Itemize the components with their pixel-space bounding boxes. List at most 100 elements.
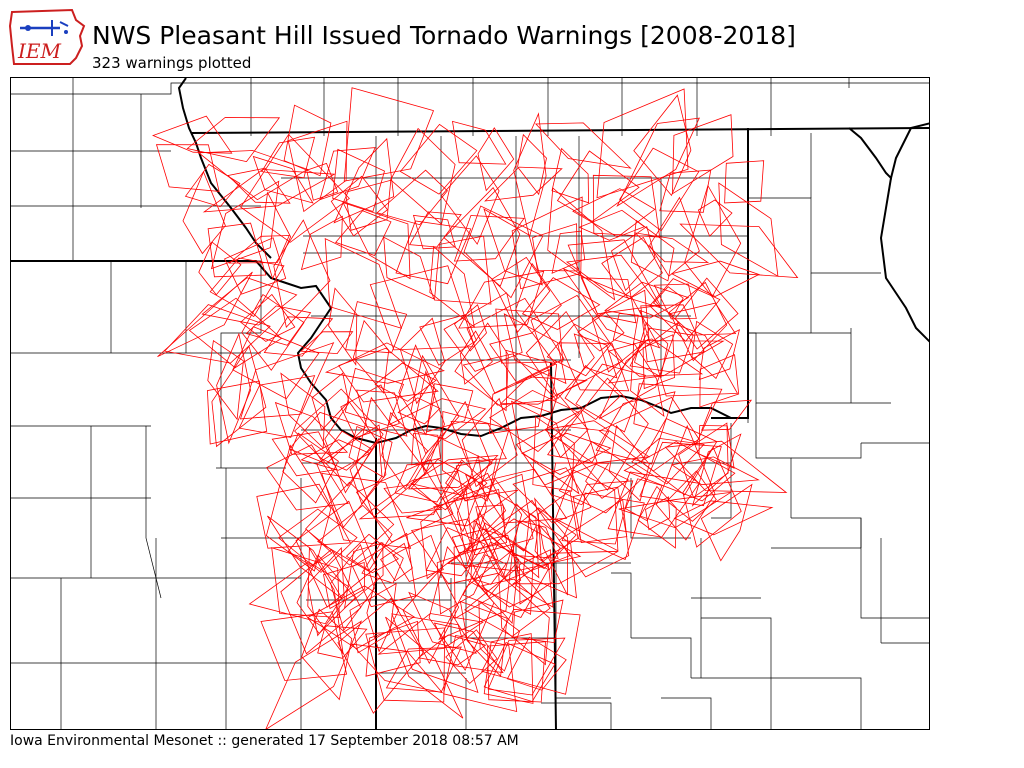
warning-polygon: [383, 484, 443, 514]
warning-polygon: [546, 323, 612, 377]
warning-polygon: [202, 168, 336, 213]
warning-polygon: [224, 237, 287, 295]
warning-polygon: [417, 634, 487, 666]
warning-polygon: [483, 641, 556, 702]
iem-logo: IEM: [8, 6, 88, 68]
warning-polygon: [440, 155, 500, 245]
warning-polygon: [319, 147, 376, 201]
warning-polygon: [366, 572, 400, 653]
warning-polygon: [674, 277, 739, 350]
warning-polygon: [459, 600, 508, 678]
warning-polygon: [612, 313, 639, 346]
warning-polygon: [516, 410, 598, 486]
warning-polygon: [232, 326, 320, 400]
warning-polygon: [562, 267, 661, 349]
warning-polygon: [616, 117, 700, 207]
warning-polygon: [408, 591, 477, 654]
warning-polygon: [343, 87, 435, 182]
footer-credit: Iowa Environmental Mesonet :: generated …: [10, 733, 519, 749]
warning-polygon: [188, 297, 283, 369]
warning-polygon: [365, 627, 446, 703]
warning-polygon: [653, 283, 697, 320]
warning-polygon: [517, 133, 547, 196]
warning-polygon: [639, 441, 722, 507]
warning-polygon: [608, 338, 704, 377]
warning-polygon: [263, 316, 334, 357]
warning-polygon: [598, 396, 700, 472]
warning-polygon: [551, 230, 586, 274]
warning-polygon: [406, 489, 519, 527]
warning-polygon: [197, 150, 309, 201]
warning-polygon: [324, 342, 445, 384]
warning-polygon: [399, 123, 478, 195]
warning-polygon: [578, 209, 646, 241]
warning-polygon: [358, 470, 459, 520]
warning-polygon: [426, 383, 474, 433]
warning-polygon: [558, 441, 646, 514]
warning-polygon: [338, 347, 439, 403]
warning-polygon: [317, 504, 393, 572]
county-borders: [11, 78, 929, 729]
warning-polygon: [365, 620, 421, 677]
warning-polygon: [385, 646, 462, 693]
warning-polygon: [207, 222, 267, 278]
warning-polygon: [565, 254, 662, 309]
warning-polygon: [307, 547, 345, 637]
warning-polygon: [673, 500, 774, 536]
warning-polygon: [493, 507, 577, 569]
warning-polygon: [564, 364, 621, 421]
warning-polygon: [445, 459, 488, 502]
warning-polygon: [443, 635, 518, 713]
warning-polygon: [678, 422, 729, 499]
warning-polygon: [601, 236, 663, 300]
warning-polygon: [491, 256, 551, 333]
warning-polygon: [328, 287, 358, 366]
warning-polygon: [388, 398, 487, 440]
warning-polygon: [640, 304, 705, 363]
warning-polygon: [495, 308, 564, 364]
warning-polygon: [697, 199, 733, 237]
warning-polygon: [604, 281, 690, 319]
tornado-warning-polygons: [152, 87, 799, 729]
warning-polygon: [634, 321, 669, 378]
warning-polygon: [572, 188, 656, 238]
warning-polygon: [377, 613, 485, 655]
warning-polygon: [630, 341, 665, 418]
warning-polygon: [355, 396, 428, 518]
warning-polygon: [503, 313, 567, 385]
warning-polygon: [428, 546, 495, 671]
warning-polygon: [306, 162, 339, 201]
page-title: NWS Pleasant Hill Issued Tornado Warning…: [92, 21, 796, 50]
warning-polygon: [280, 548, 362, 655]
warning-polygon: [679, 223, 799, 279]
warning-polygon: [300, 439, 371, 471]
warning-polygon: [398, 344, 436, 436]
warning-polygon: [453, 215, 525, 262]
warning-polygon: [465, 522, 534, 615]
warning-polygon: [260, 611, 348, 681]
warning-polygon: [511, 196, 583, 290]
warning-polygon: [596, 88, 689, 199]
warning-polygon: [239, 342, 335, 420]
warning-polygon: [201, 277, 298, 326]
warning-polygon: [436, 541, 500, 615]
warning-polygon: [559, 377, 649, 491]
warning-polygon: [349, 437, 383, 505]
warning-polygon: [652, 286, 684, 317]
warning-polygon: [344, 367, 405, 426]
warning-polygon: [619, 147, 700, 232]
warning-polygon: [668, 281, 728, 362]
warning-polygon: [724, 160, 765, 204]
warning-polygon: [210, 180, 280, 270]
warning-polygon: [521, 432, 612, 475]
warning-polygon: [355, 458, 454, 543]
warning-polygon: [630, 219, 675, 282]
warning-polygon: [307, 546, 344, 655]
warning-polygon: [462, 353, 558, 406]
warning-polygon: [591, 289, 650, 373]
warning-polygon: [409, 211, 462, 248]
warning-polygon: [344, 542, 384, 609]
warning-polygon: [701, 399, 753, 431]
warning-polygon: [558, 342, 630, 392]
warning-polygon: [513, 112, 547, 238]
